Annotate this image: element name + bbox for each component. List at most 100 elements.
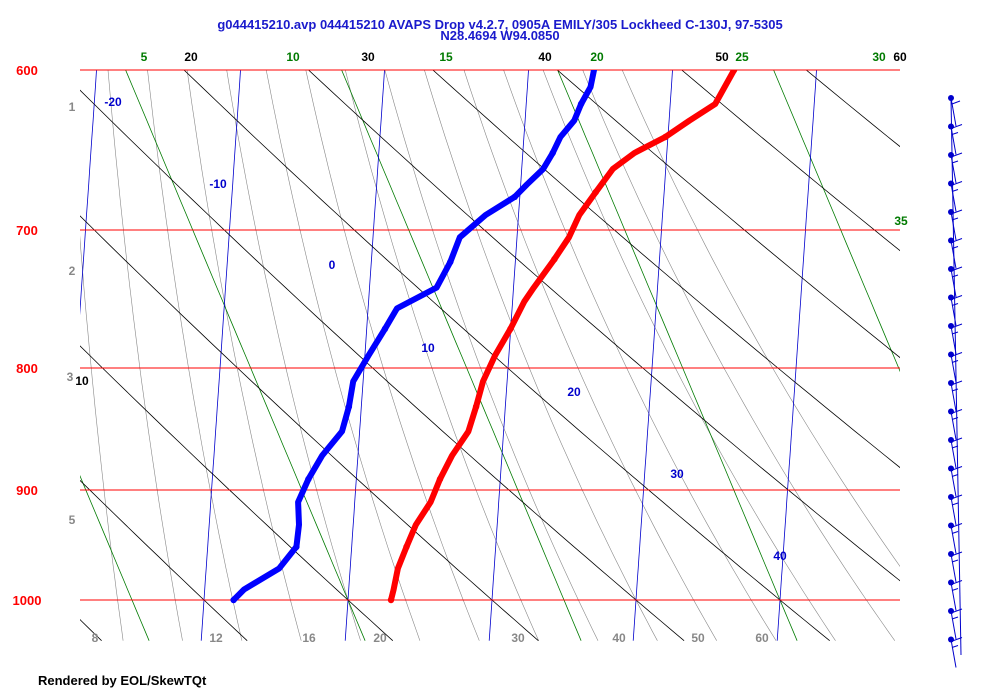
moist-adiabat-line — [28, 53, 64, 641]
wind-barb-shaft — [951, 440, 956, 468]
bottom-axis-label: 8 — [92, 631, 99, 645]
dry-adiabat-label: 50 — [715, 50, 729, 64]
footer-credit: Rendered by EOL/SkewTQt — [38, 673, 206, 688]
moist-adiabat-line — [67, 53, 123, 641]
wind-barb-flag — [952, 646, 958, 648]
wind-barb-flag — [952, 617, 958, 619]
wind-barb-shaft — [951, 269, 956, 297]
isotherm-label: 0 — [329, 258, 336, 272]
wind-barb-flag — [952, 361, 958, 363]
wind-barb-flag — [952, 161, 958, 163]
dry-adiabat-label: 40 — [538, 50, 552, 64]
wind-barb-shaft — [951, 155, 956, 183]
wind-barb-shaft — [951, 611, 956, 639]
mixing-ratio-label: 30 — [872, 50, 886, 64]
wind-barb-flag — [952, 475, 958, 477]
dewpoint-point — [305, 476, 311, 482]
isobar-label: 900 — [16, 483, 38, 498]
mixing-ratio-line — [118, 53, 365, 641]
isotherm-label: 20 — [567, 385, 581, 399]
temperature-point — [388, 597, 394, 603]
wind-barb-shaft — [951, 497, 956, 525]
wind-barb-flag — [952, 560, 958, 562]
wind-barb-shaft — [951, 469, 956, 497]
moist-adiabat-line — [0, 53, 4, 641]
wind-barb-flag — [952, 589, 958, 591]
altitude-label: 2 — [69, 264, 76, 278]
temperature-point — [437, 476, 443, 482]
moist-adiabat-line — [419, 53, 657, 641]
moist-adiabat-line — [263, 53, 420, 641]
dewpoint-point — [512, 194, 518, 200]
bottom-axis-label: 60 — [755, 631, 769, 645]
bottom-axis-label: 20 — [373, 631, 387, 645]
wind-barb-flag — [952, 532, 958, 534]
moist-adiabat-line — [380, 53, 598, 641]
bottom-axis-label: 12 — [209, 631, 223, 645]
temperature-point — [403, 544, 409, 550]
wind-barb-shaft — [951, 383, 956, 411]
dry-adiabat-line — [0, 53, 247, 641]
dewpoint-point — [550, 150, 556, 156]
bottom-axis-label: 50 — [691, 631, 705, 645]
isotherm-label: -10 — [209, 177, 227, 191]
wind-barb-flag — [952, 275, 958, 277]
isotherm-line — [57, 53, 98, 641]
dewpoint-point — [382, 326, 388, 332]
temperature-point — [551, 256, 557, 262]
moist-adiabat-line — [107, 53, 183, 641]
wind-barb-flag — [952, 101, 960, 104]
isotherm-label: 30 — [670, 467, 684, 481]
dry-adiabat-line — [290, 53, 976, 641]
moist-adiabat-line — [185, 53, 302, 641]
bottom-axis-label: 16 — [302, 631, 316, 645]
moist-adiabat-line — [576, 53, 895, 641]
dry-adiabat-line — [538, 53, 1000, 641]
bottom-axis-label: 30 — [511, 631, 525, 645]
isobar-label: 800 — [16, 361, 38, 376]
dry-adiabat-label: 30 — [361, 50, 375, 64]
temperature-point — [662, 134, 668, 140]
bottom-axis-label: 40 — [612, 631, 626, 645]
moist-adiabat-line — [497, 53, 776, 641]
mixing-ratio-label: 10 — [286, 50, 300, 64]
dry-adiabat-line — [785, 53, 1000, 641]
mixing-ratio-label: 15 — [439, 50, 453, 64]
moist-adiabat-line — [537, 53, 836, 641]
isobar-label: 700 — [16, 223, 38, 238]
dewpoint-profile-line — [234, 70, 594, 600]
dry-adiabat-label: 60 — [893, 50, 907, 64]
mixing-ratio-line — [0, 53, 149, 641]
wind-barb-flag — [952, 133, 958, 135]
mixing-ratio-line — [766, 53, 1000, 641]
dry-adiabat-label: 10 — [75, 374, 89, 388]
wind-barb-shaft — [951, 412, 956, 440]
temperature-point — [473, 404, 479, 410]
temperature-point — [593, 189, 599, 195]
wind-barb-flag — [952, 389, 958, 391]
wind-barb-shaft — [951, 554, 956, 582]
mixing-ratio-label: 5 — [141, 50, 148, 64]
altitude-label: 5 — [69, 513, 76, 527]
isotherm-line — [345, 53, 386, 641]
dry-adiabat-label: 20 — [184, 50, 198, 64]
wind-barb-flag — [952, 503, 958, 505]
wind-barb-shaft — [951, 184, 956, 212]
wind-barb-shaft — [951, 526, 956, 554]
mixing-ratio-label: 20 — [590, 50, 604, 64]
temperature-profile-line — [391, 70, 734, 600]
temperature-point — [507, 326, 513, 332]
dewpoint-point — [230, 597, 236, 603]
dry-adiabat-line — [42, 53, 684, 641]
wind-barb-shaft — [951, 583, 956, 611]
dewpoint-point — [346, 404, 352, 410]
dewpoint-point — [293, 544, 299, 550]
dewpoint-point — [447, 259, 453, 265]
mixing-ratio-label: 25 — [735, 50, 749, 64]
dewpoint-point — [578, 101, 584, 107]
isotherm-label: 40 — [773, 549, 787, 563]
wind-barb-shaft — [951, 640, 956, 668]
mixing-ratio-label: 35 — [894, 214, 908, 228]
isotherm-label: 10 — [421, 341, 435, 355]
